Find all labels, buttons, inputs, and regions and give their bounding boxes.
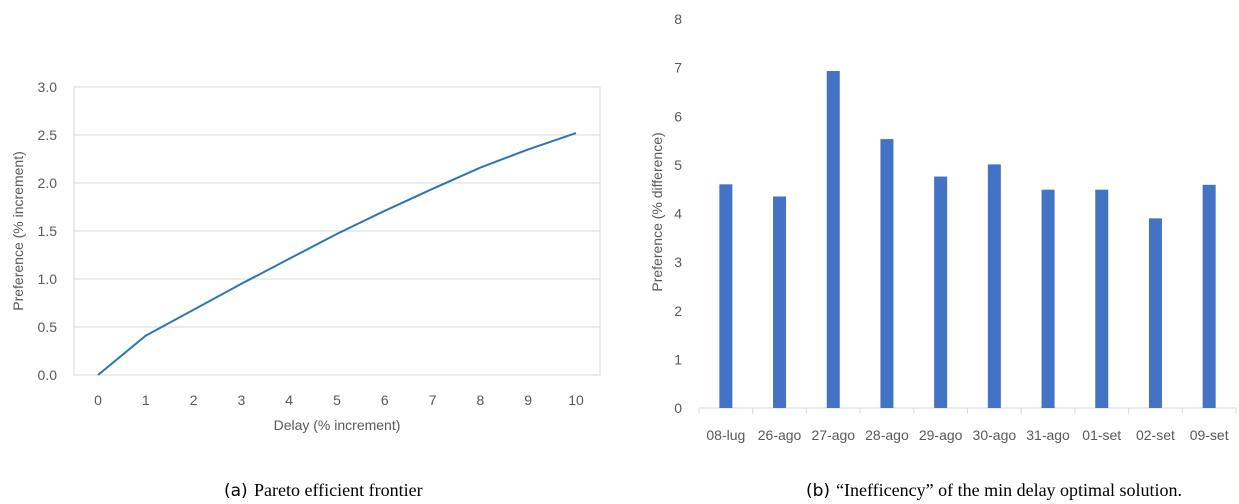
x-tick-label-a: 10: [568, 392, 584, 408]
x-tick-label-b: 30-ago: [973, 427, 1017, 443]
bar-b: [773, 196, 787, 408]
bar-b: [1095, 189, 1109, 408]
x-tick-label-a: 6: [381, 392, 389, 408]
x-tick-label-b: 02-set: [1136, 427, 1175, 443]
x-tick-label-b: 27-ago: [811, 427, 855, 443]
y-tick-label-a: 1.5: [38, 223, 58, 239]
pareto-frontier-chart: Delay (% increment) Preference (% increm…: [10, 79, 601, 433]
y-tick-label-a: 2.0: [38, 175, 58, 191]
x-tick-label-a: 8: [477, 392, 485, 408]
y-tick-label-a: 0.0: [38, 367, 58, 383]
y-tick-label-b: 4: [674, 206, 682, 222]
bar-b: [1202, 184, 1216, 408]
y-tick-label-a: 2.5: [38, 127, 58, 143]
x-tick-label-b: 28-ago: [865, 427, 909, 443]
x-tick-label-b: 09-set: [1190, 427, 1229, 443]
y-tick-label-a: 0.5: [38, 319, 58, 335]
bar-b: [987, 164, 1001, 408]
x-tick-label-a: 2: [190, 392, 198, 408]
bar-b: [1041, 189, 1055, 408]
y-tick-label-b: 5: [674, 157, 682, 173]
bar-b: [1148, 218, 1162, 408]
caption-b: (b) “Inefficency” of the min delay optim…: [806, 480, 1182, 501]
x-tick-label-a: 9: [524, 392, 532, 408]
caption-a-letter: (a): [224, 481, 248, 501]
x-tick-label-a: 7: [429, 392, 437, 408]
x-tick-label-b: 08-lug: [706, 427, 745, 443]
bar-b: [880, 139, 894, 408]
y-tick-label-b: 7: [674, 60, 682, 76]
y-tick-label-a: 3.0: [38, 79, 58, 95]
caption-a-text: Pareto efficient frontier: [254, 480, 423, 500]
y-tick-label-b: 3: [674, 254, 682, 270]
y-axis-title-a: Preference (% increment): [10, 151, 26, 311]
caption-a: (a) Pareto efficient frontier: [224, 480, 423, 501]
x-tick-label-a: 0: [94, 392, 102, 408]
y-tick-label-b: 2: [674, 303, 682, 319]
x-tick-label-b: 29-ago: [919, 427, 963, 443]
y-tick-label-b: 1: [674, 351, 682, 367]
y-tick-label-b: 6: [674, 108, 682, 124]
x-tick-label-b: 31-ago: [1026, 427, 1070, 443]
x-tick-label-a: 4: [285, 392, 293, 408]
x-axis-title-a: Delay (% increment): [274, 417, 401, 433]
x-tick-label-a: 3: [238, 392, 246, 408]
bar-b: [934, 176, 948, 408]
caption-b-text: “Inefficency” of the min delay optimal s…: [836, 480, 1182, 500]
x-tick-label-b: 26-ago: [758, 427, 802, 443]
y-tick-label-a: 1.0: [38, 271, 58, 287]
inefficiency-bar-chart: Preference (% difference) 0 1 2 3 4 5 6 7 8 08-lu…: [649, 11, 1237, 443]
y-tick-label-b: 0: [674, 400, 682, 416]
x-tick-label-a: 1: [142, 392, 150, 408]
y-axis-title-b: Preference (% difference): [649, 132, 665, 291]
bar-b: [719, 184, 733, 408]
series-line-a: [97, 132, 577, 376]
x-tick-label-a: 5: [333, 392, 341, 408]
bar-b: [826, 71, 840, 408]
x-tick-label-b: 01-set: [1082, 427, 1121, 443]
caption-b-letter: (b): [806, 481, 830, 501]
y-tick-label-b: 8: [674, 11, 682, 27]
